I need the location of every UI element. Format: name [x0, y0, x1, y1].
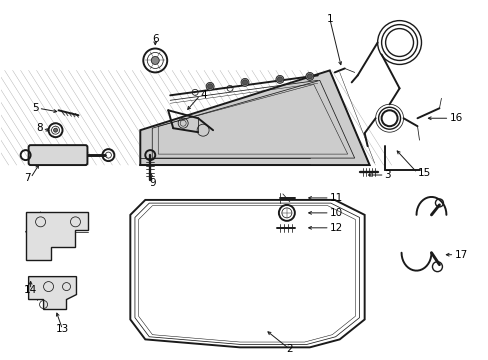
Circle shape: [207, 84, 212, 89]
Text: 3: 3: [384, 170, 390, 180]
Text: 6: 6: [152, 33, 158, 44]
Text: 14: 14: [24, 284, 37, 294]
Polygon shape: [29, 276, 76, 310]
FancyBboxPatch shape: [29, 145, 87, 165]
Circle shape: [151, 57, 159, 64]
Text: 2: 2: [286, 345, 293, 354]
Text: 12: 12: [329, 223, 342, 233]
Text: 15: 15: [417, 168, 430, 178]
Text: 13: 13: [56, 324, 69, 334]
Circle shape: [306, 74, 312, 79]
Text: 7: 7: [24, 173, 31, 183]
Circle shape: [242, 80, 247, 85]
Circle shape: [305, 72, 313, 80]
Text: 1: 1: [326, 14, 332, 24]
Circle shape: [53, 128, 58, 132]
Text: 11: 11: [329, 193, 342, 203]
Text: 9: 9: [149, 178, 155, 188]
Circle shape: [205, 82, 214, 90]
Text: 8: 8: [36, 123, 42, 133]
Text: 17: 17: [453, 250, 467, 260]
Text: 16: 16: [448, 113, 462, 123]
Circle shape: [241, 78, 248, 86]
Text: 10: 10: [329, 208, 342, 218]
Polygon shape: [25, 212, 88, 260]
Polygon shape: [140, 71, 369, 165]
Text: 5: 5: [32, 103, 39, 113]
Circle shape: [275, 75, 284, 84]
Text: 4: 4: [200, 90, 206, 100]
Circle shape: [277, 77, 282, 82]
